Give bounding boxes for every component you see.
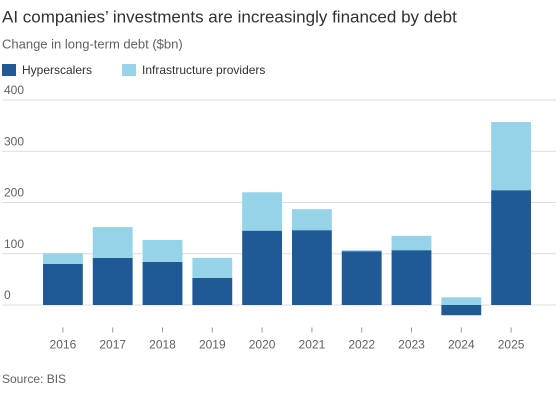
x-tick-label: 2024 <box>448 338 475 352</box>
chart-subtitle: Change in long-term debt ($bn) <box>2 36 183 51</box>
bar <box>391 235 432 251</box>
source: Source: BIS <box>2 372 66 386</box>
bar <box>441 297 482 305</box>
x-tick-label: 2020 <box>249 338 276 352</box>
bar <box>242 230 283 305</box>
x-tick-label: 2025 <box>498 338 525 352</box>
x-tick-label: 2017 <box>99 338 126 352</box>
bar <box>42 253 83 264</box>
bar <box>192 277 233 305</box>
legend-swatch <box>2 64 16 76</box>
bar <box>92 257 133 305</box>
bar <box>491 122 532 191</box>
chart-title: AI companies’ investments are increasing… <box>2 7 457 26</box>
x-tick-label: 2023 <box>398 338 425 352</box>
bar <box>491 190 532 305</box>
y-tick-label: 300 <box>4 134 24 148</box>
bar <box>341 250 382 252</box>
x-tick-label: 2021 <box>299 338 326 352</box>
x-tick-label: 2022 <box>348 338 375 352</box>
bar <box>391 250 432 305</box>
legend-label: Infrastructure providers <box>142 63 265 77</box>
bar <box>142 239 183 262</box>
legend-swatch <box>122 64 137 76</box>
bar <box>291 209 332 231</box>
y-tick-label: 200 <box>4 186 24 200</box>
bar <box>42 264 83 305</box>
x-tick-label: 2019 <box>199 338 226 352</box>
bar <box>192 257 233 278</box>
y-tick-label: 100 <box>4 237 24 251</box>
bar <box>341 251 382 305</box>
x-tick-label: 2016 <box>50 338 77 352</box>
bar <box>242 192 283 231</box>
bar <box>291 230 332 305</box>
bar <box>142 261 183 305</box>
bar <box>441 305 482 316</box>
y-tick-label: 400 <box>4 83 24 97</box>
y-tick-label: 0 <box>4 288 11 302</box>
legend-label: Hyperscalers <box>22 63 92 77</box>
x-tick-label: 2018 <box>149 338 176 352</box>
bar <box>92 227 133 258</box>
